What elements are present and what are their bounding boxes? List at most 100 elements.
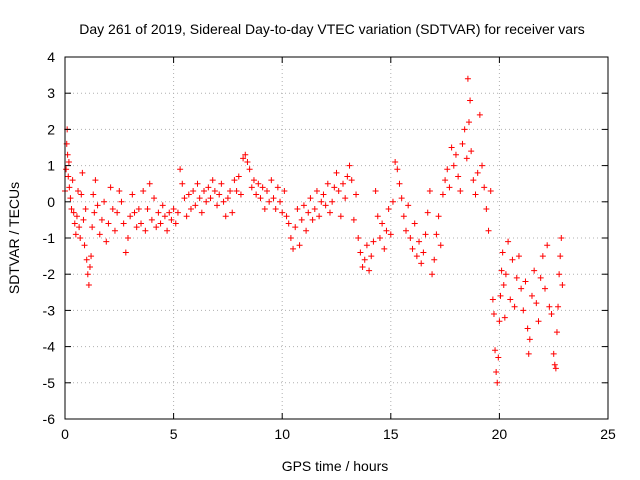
data-point: [489, 296, 496, 303]
x-tick-label: 10: [274, 426, 290, 442]
data-point: [133, 224, 140, 231]
y-tick-label: -1: [43, 230, 56, 246]
data-point: [546, 303, 553, 310]
data-point: [463, 155, 470, 162]
data-point: [142, 227, 149, 234]
data-point: [450, 162, 457, 169]
data-point: [355, 235, 362, 241]
data-point: [542, 285, 549, 292]
y-tick-label: 4: [47, 49, 55, 65]
data-point: [140, 187, 147, 194]
data-point: [153, 224, 160, 231]
data-point: [185, 191, 192, 198]
data-point: [422, 231, 429, 238]
data-points: [62, 75, 566, 386]
y-tick-label: -3: [43, 302, 56, 318]
x-tick-label: 15: [383, 426, 399, 442]
data-point: [294, 206, 301, 213]
y-tick-label: 0: [47, 194, 55, 210]
data-point: [248, 184, 255, 191]
y-tick-label: -2: [43, 266, 56, 282]
data-point: [94, 202, 101, 209]
data-point: [394, 166, 401, 173]
data-point: [237, 191, 244, 198]
data-point: [550, 350, 557, 357]
data-point: [495, 354, 502, 361]
data-point: [501, 314, 508, 321]
data-point: [452, 151, 459, 158]
data-point: [493, 368, 500, 375]
data-point: [424, 209, 431, 216]
data-point: [166, 209, 173, 216]
data-point: [448, 144, 455, 151]
data-point: [159, 202, 166, 209]
data-point: [80, 216, 87, 223]
data-point: [307, 195, 314, 202]
data-point: [84, 271, 91, 278]
data-point: [474, 169, 481, 176]
data-point: [467, 97, 474, 104]
data-point: [81, 242, 88, 249]
data-point: [201, 187, 208, 194]
data-point: [418, 260, 425, 267]
data-point: [361, 256, 368, 263]
data-point: [96, 231, 103, 238]
data-point: [214, 202, 221, 209]
data-point: [379, 220, 386, 227]
data-point: [413, 253, 420, 260]
data-point: [138, 220, 145, 227]
data-point: [209, 177, 216, 184]
data-point: [479, 162, 486, 169]
data-point: [494, 379, 501, 386]
data-point: [337, 213, 344, 220]
data-point: [559, 282, 566, 289]
data-point: [381, 245, 388, 252]
data-point: [63, 166, 70, 173]
data-point: [263, 187, 270, 194]
data-point: [90, 191, 97, 198]
data-point: [270, 195, 277, 202]
data-point: [511, 303, 518, 310]
data-point: [318, 198, 325, 205]
data-point: [500, 282, 507, 289]
data-point: [279, 209, 286, 216]
data-point: [374, 213, 381, 220]
data-point: [127, 213, 134, 220]
data-point: [426, 187, 433, 194]
data-point: [78, 191, 85, 198]
chart-title: Day 261 of 2019, Sidereal Day-to-day VTE…: [79, 21, 585, 37]
data-point: [329, 198, 336, 205]
data-point: [244, 158, 251, 165]
data-point: [274, 184, 281, 191]
data-point: [255, 180, 262, 187]
data-point: [292, 224, 299, 231]
data-point: [181, 195, 188, 202]
data-point: [490, 311, 497, 318]
data-point: [524, 325, 531, 332]
data-point: [533, 300, 540, 307]
y-tick-label: 1: [47, 158, 55, 174]
data-point: [89, 224, 96, 231]
data-point: [531, 267, 538, 274]
data-point: [420, 249, 427, 256]
data-point: [85, 282, 92, 289]
y-tick-label: 3: [47, 85, 55, 101]
data-point: [507, 296, 514, 303]
data-point: [224, 195, 231, 202]
data-point: [387, 231, 394, 238]
data-point: [205, 184, 212, 191]
data-point: [526, 336, 533, 343]
data-point: [392, 158, 399, 165]
data-point: [348, 177, 355, 184]
data-point: [82, 206, 89, 213]
data-point: [240, 155, 247, 162]
data-point: [411, 220, 418, 227]
data-point: [342, 195, 349, 202]
data-point: [376, 235, 383, 241]
data-point: [552, 365, 559, 372]
data-point: [326, 209, 333, 216]
data-point: [470, 177, 477, 184]
data-point: [465, 119, 472, 126]
data-point: [405, 202, 412, 209]
